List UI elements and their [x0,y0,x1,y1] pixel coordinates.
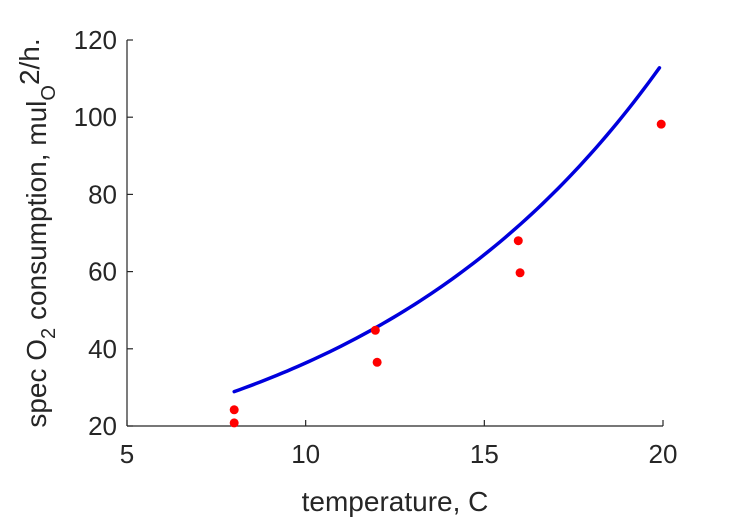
y-ticks: 20 40 60 80 100 120 [74,25,133,441]
x-tick-label: 10 [291,439,320,469]
x-ticks: 5 10 15 20 [120,420,678,469]
y-axis-label-sub1: 2 [38,328,60,339]
data-point [372,357,382,367]
y-axis-label: spec O2 consumption, mulO2/h. [14,38,60,427]
y-axis-label-part2: consumption, mul [21,101,52,328]
y-tick-label: 80 [88,179,117,209]
axes [126,40,663,427]
y-tick-label: 100 [74,102,117,132]
x-tick-label: 5 [120,439,134,469]
x-tick-label: 15 [470,439,499,469]
x-tick-label: 20 [649,439,678,469]
y-tick-label: 60 [88,257,117,287]
y-axis-label-part3: 2/h. [14,38,45,85]
x-axis-label: temperature, C [302,486,489,517]
y-tick-label: 40 [88,334,117,364]
y-axis-label-sub2: O [38,85,60,101]
data-point [370,325,380,335]
data-point [513,236,523,246]
y-axis-label-part1: spec O [21,339,52,428]
data-point [656,119,666,129]
fit-curve-line [232,66,662,394]
data-point [229,405,239,415]
data-point [229,418,239,428]
y-tick-label: 20 [88,411,117,441]
data-point [515,268,525,278]
plot-area [229,66,666,428]
y-tick-label: 120 [74,25,117,55]
